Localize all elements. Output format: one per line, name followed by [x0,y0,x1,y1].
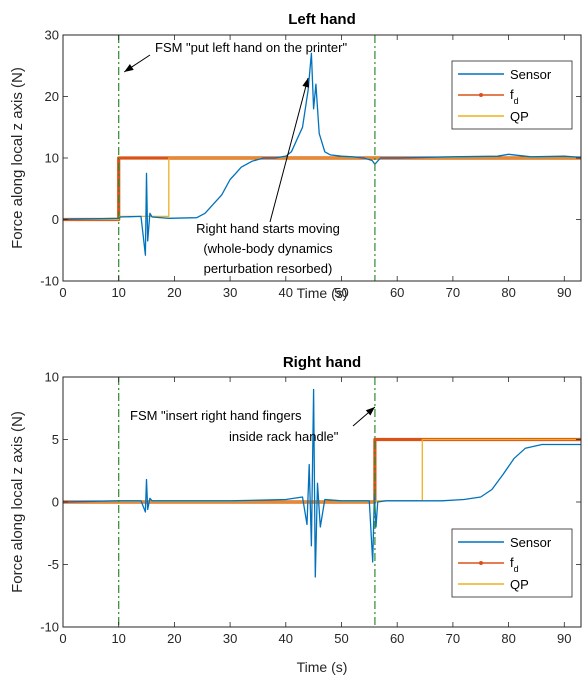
x-tick-label: 10 [111,285,125,300]
y-tick-label: -10 [40,274,59,289]
y-axis-label: Force along local z axis (N) [9,67,26,249]
x-tick-label: 50 [334,285,348,300]
x-tick-label: 30 [223,285,237,300]
x-tick-label: 20 [167,631,181,646]
annotation-arrow-head [302,78,310,88]
x-tick-label: 70 [446,631,460,646]
legend-label-fd-sub: d [514,564,519,574]
x-tick-label: 40 [279,631,293,646]
plot-right-hand: Right hand 0 10 20 30 40 50 60 70 80 90-10-50510 … [9,354,582,675]
legend: Sensor fd QP [451,528,573,598]
x-tick-label: 90 [557,631,571,646]
x-tick-label: 50 [334,631,348,646]
annotation-arrow-head [365,407,375,416]
legend-label-fd: fd [510,87,519,106]
series-line-sensor [62,388,581,578]
x-tick-label: 40 [279,285,293,300]
annotation-arrow-head [124,64,134,72]
plot-title: Right hand [283,354,361,371]
x-tick-label: 30 [223,631,237,646]
x-axis-label: Time (s) [297,659,348,675]
x-tick-label: 60 [390,285,404,300]
x-tick-label: 70 [446,285,460,300]
annotation-rack-handle: inside rack handle" [229,429,339,444]
y-tick-label: 0 [52,495,59,510]
legend-label-sensor: Sensor [510,535,552,550]
y-tick-label: -10 [40,620,59,635]
y-tick-label: 20 [45,89,59,104]
series-line-sensor [62,52,582,256]
annotation-right-hand-moving: Right hand starts moving [196,221,340,236]
series-line-qp [63,157,581,221]
x-tick-label: 80 [501,631,515,646]
annotation-arrows [123,54,310,223]
legend-marker-fd [479,93,483,97]
legend-marker-fd [479,561,483,565]
axis-ticks: 0 10 20 30 40 50 60 70 80 90 -10 -5 0 5 10 [40,370,581,646]
x-tick-label: 0 [59,631,66,646]
legend: Sensor fd QP [451,60,573,130]
annotation-arrows [352,406,376,427]
legend-label-qp: QP [510,577,529,592]
y-tick-label: 5 [52,432,59,447]
x-tick-label: 80 [501,285,515,300]
x-axis-label: Time (s) [297,285,348,301]
x-tick-label: 60 [390,631,404,646]
plot-left-hand: Left hand 0 10 20 30 40 50 60 70 80 90-100102030 … [9,11,582,301]
legend-label-sensor: Sensor [510,67,552,82]
x-tick-label: 20 [167,285,181,300]
y-tick-label: -5 [47,557,59,572]
plot-data-area [62,377,581,627]
annotation-fsm-right: FSM "insert right hand fingers [130,408,302,423]
x-tick-label: 90 [557,285,571,300]
y-axis-label: Force along local z axis (N) [9,411,26,593]
legend-label-fd-sub: d [514,96,519,106]
x-tick-label: 0 [59,285,66,300]
y-tick-label: 30 [45,28,59,43]
y-tick-label: 10 [45,370,59,385]
legend-label-fd-main: f [510,87,514,102]
annotation-fsm-left: FSM "put left hand on the printer" [155,40,347,55]
annotation-arrow-line [269,77,309,223]
annotation-perturbation: perturbation resorbed) [204,261,333,276]
plot-data-area [62,35,582,281]
legend-label-qp: QP [510,109,529,124]
x-tick-label: 10 [111,631,125,646]
annotation-whole-body: (whole-body dynamics [203,241,333,256]
plot-title: Left hand [288,11,356,28]
legend-label-fd-main: f [510,555,514,570]
y-tick-label: 10 [45,151,59,166]
y-tick-label: 0 [52,212,59,227]
legend-label-fd: fd [510,555,519,574]
